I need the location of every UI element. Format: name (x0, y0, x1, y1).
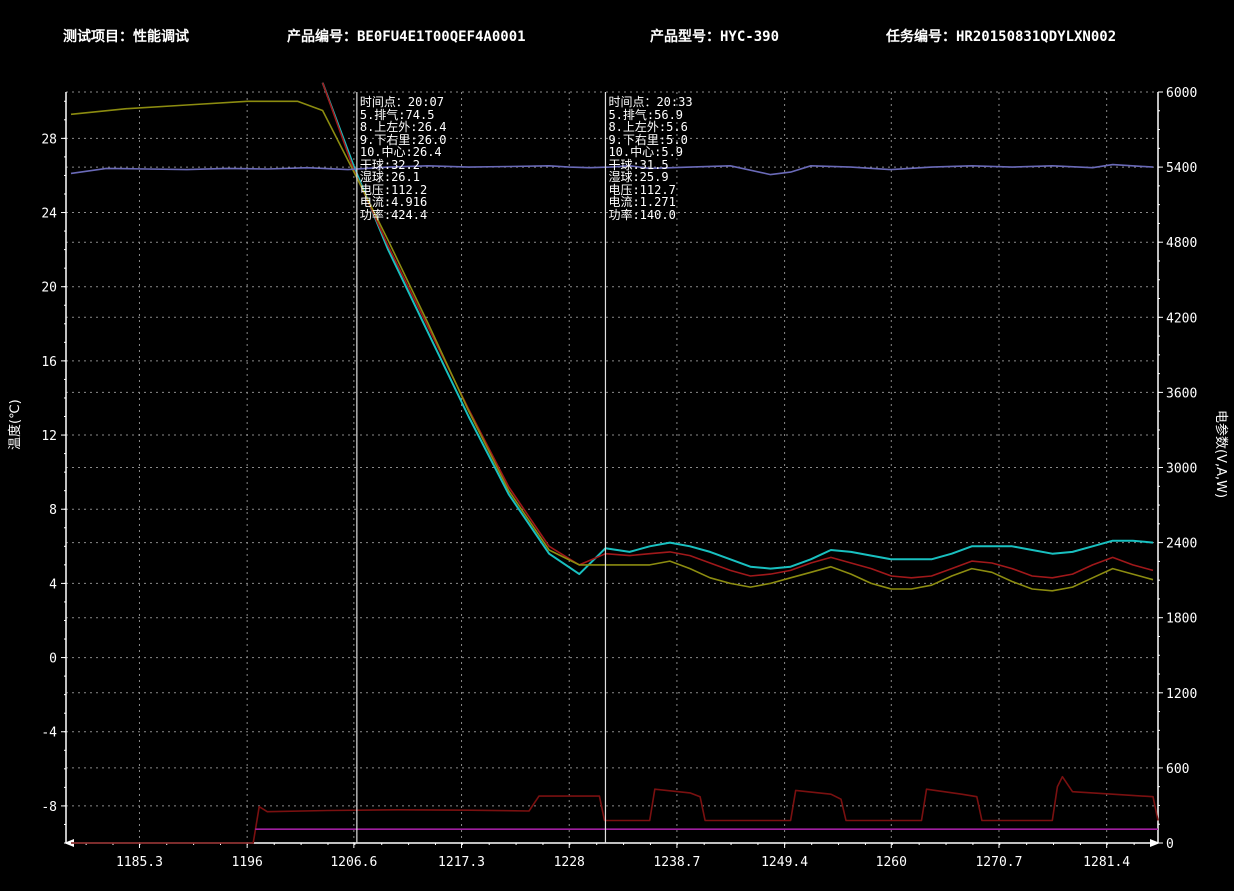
x-tick-label-3: 1217.3 (438, 855, 485, 870)
y-tick-label-8: -4 (41, 726, 57, 741)
series-line-darkred (321, 82, 1154, 579)
product-number-label: 产品编号：BE0FU4E1T00QEF4A0001 (287, 29, 526, 45)
x-tick-label-4: 1228 (554, 855, 585, 870)
product-model-label: 产品型号：HYC-390 (650, 29, 780, 45)
y2-tick-label-4: 3600 (1166, 386, 1197, 401)
cursor-info-1: 时间点：20:07 5.排气:74.5 8.上左外:26.4 9.下右里:26.… (359, 95, 447, 222)
y-tick-label-5: 8 (49, 503, 57, 518)
y-tick-label-3: 16 (41, 355, 57, 370)
y2-tick-label-5: 3000 (1166, 462, 1197, 477)
series-line-teal (321, 82, 1154, 576)
y2-tick-label-3: 4200 (1166, 311, 1197, 326)
y2-tick-label-9: 600 (1166, 762, 1189, 777)
y2-tick-label-2: 4800 (1166, 236, 1197, 251)
y-tick-label-9: -8 (41, 800, 57, 815)
series-line-power (71, 775, 1159, 844)
y2-tick-label-1: 5400 (1166, 161, 1197, 176)
y-tick-label-0: 28 (41, 132, 57, 147)
scroll-left-arrow (64, 839, 74, 847)
y-tick-label-4: 12 (41, 429, 57, 444)
y-axis-label-right: 电参数(V,A,W) (1213, 410, 1228, 499)
cursor-info-2: 时间点：20:33 5.排气:56.9 8.上左外:5.6 9.下右里:5.0 … (608, 95, 693, 222)
y-tick-label-2: 20 (41, 281, 57, 296)
y2-tick-label-0: 6000 (1166, 86, 1197, 101)
series-line-olive (70, 100, 1154, 592)
scroll-right-arrow (1150, 839, 1160, 847)
test-item-label: 测试项目：性能调试 (63, 29, 189, 45)
x-tick-label-2: 1206.6 (330, 855, 377, 870)
y2-tick-label-8: 1200 (1166, 687, 1197, 702)
y2-tick-label-10: 0 (1166, 837, 1174, 852)
header-bar: 测试项目：性能调试 产品编号：BE0FU4E1T00QEF4A0001 产品型号… (0, 0, 1234, 70)
y-axis-label-left: 温度(℃) (8, 399, 23, 450)
x-tick-label-7: 1260 (876, 855, 907, 870)
y2-tick-label-7: 1800 (1166, 612, 1197, 627)
x-tick-label-0: 1185.3 (116, 855, 163, 870)
y-tick-label-6: 4 (49, 577, 57, 592)
x-tick-label-6: 1249.4 (761, 855, 808, 870)
x-tick-label-1: 1196 (232, 855, 263, 870)
x-tick-label-8: 1270.7 (975, 855, 1022, 870)
y-tick-label-1: 24 (41, 207, 57, 222)
y2-tick-label-6: 2400 (1166, 537, 1197, 552)
y-tick-label-7: 0 (49, 652, 57, 667)
task-number-label: 任务编号：HR20150831QDYLXN002 (886, 29, 1117, 45)
series-line-lavender (70, 163, 1154, 176)
x-tick-label-5: 1238.7 (653, 855, 700, 870)
x-tick-label-9: 1281.4 (1083, 855, 1130, 870)
